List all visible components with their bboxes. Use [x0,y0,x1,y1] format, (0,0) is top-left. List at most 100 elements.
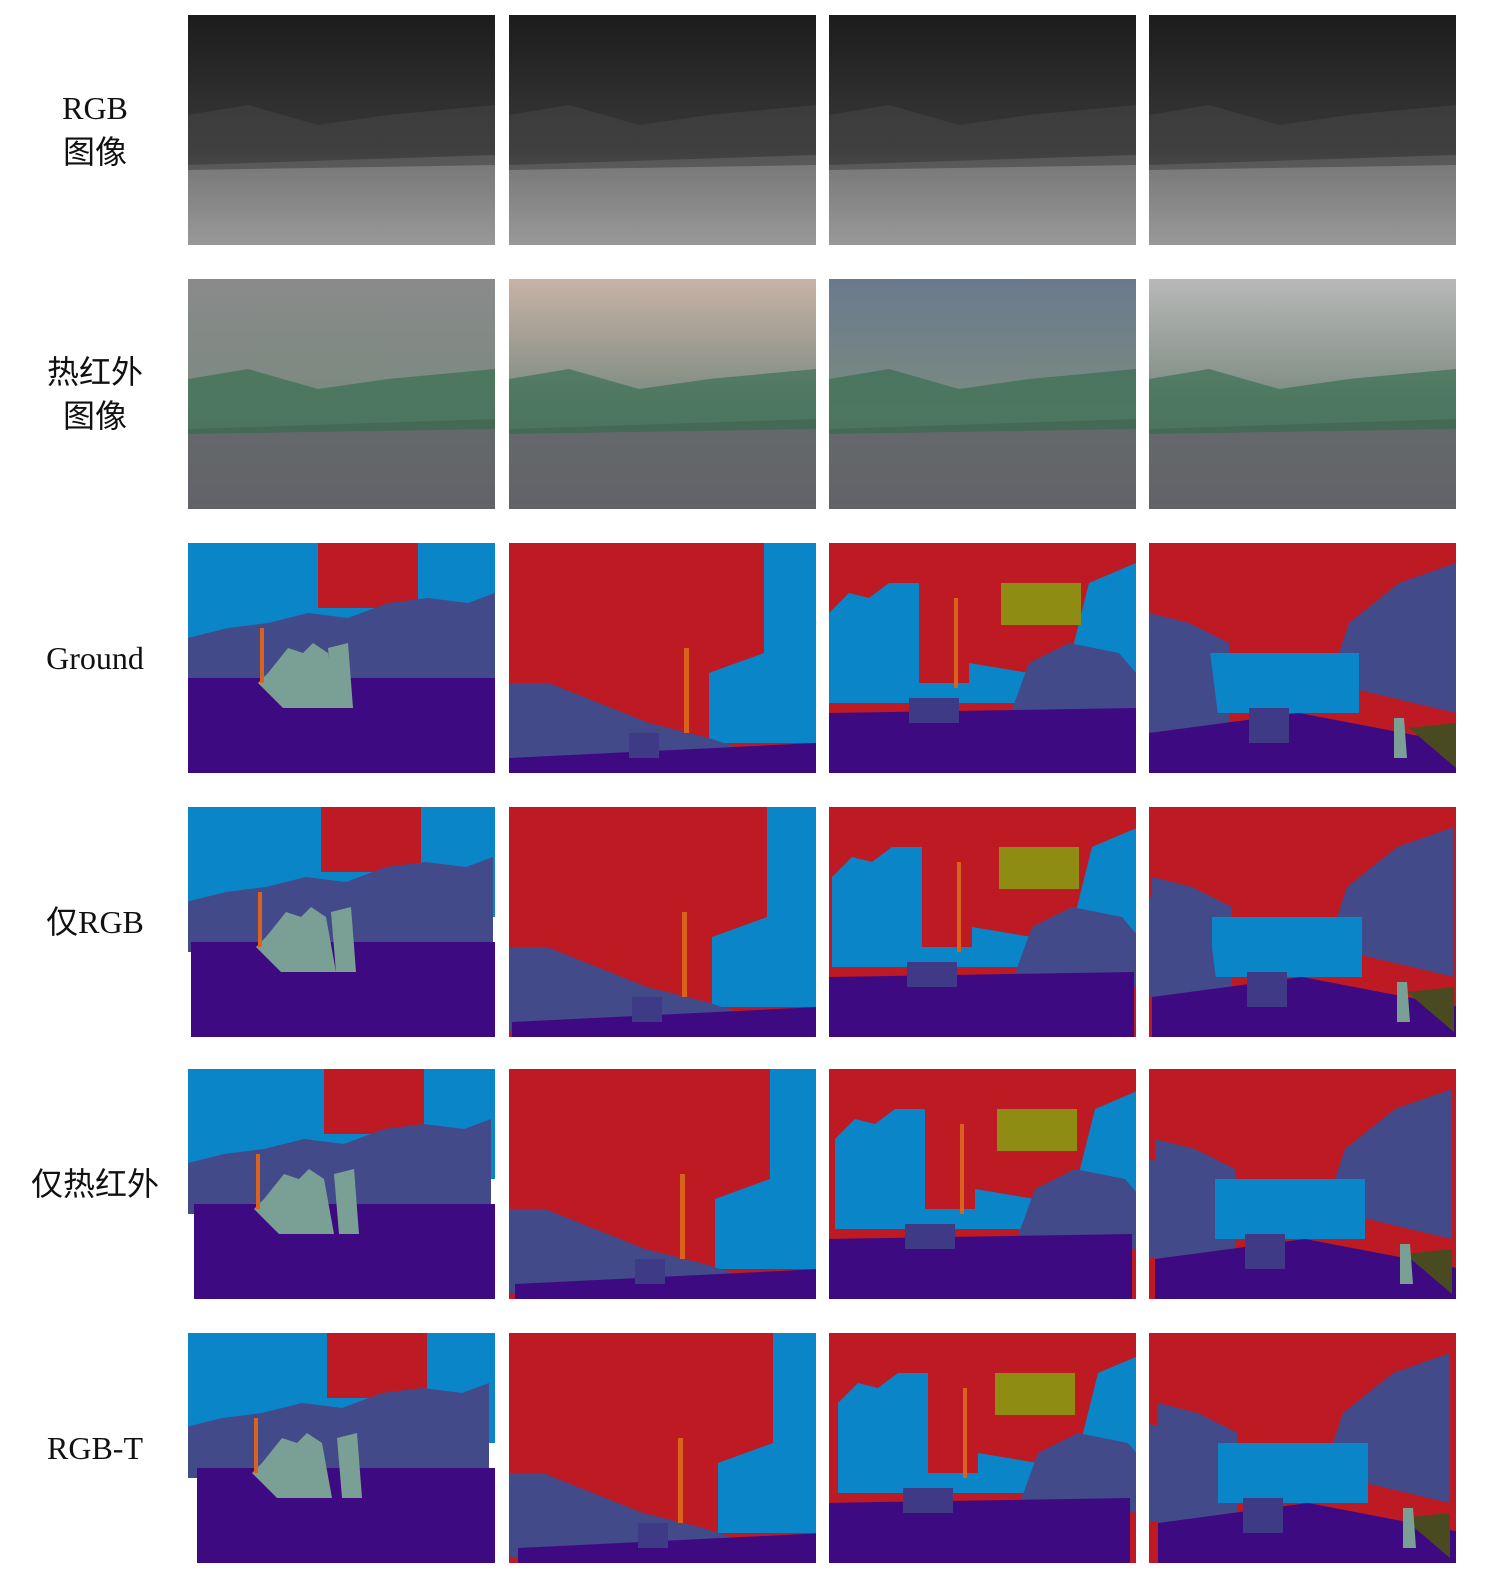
row-label: RGB-T [0,1426,190,1470]
image-shape [321,807,421,872]
image-shape [1245,1234,1285,1269]
image-shape [1215,1179,1365,1239]
image-shape [1018,1433,1136,1513]
image-shape [829,708,1136,773]
image-shape [829,155,1136,245]
image-cell [188,807,495,1037]
image-shape [1155,1239,1456,1299]
image-shape [1149,633,1219,733]
image-shape [515,1269,816,1299]
image-shape [254,1169,334,1234]
image-shape [260,628,264,683]
image-shape [997,1109,1077,1151]
image-shape [1407,987,1454,1032]
row-label: Ground [0,636,190,680]
row-label: 仅RGB [0,900,190,944]
image-shape [331,907,356,972]
image-shape [256,907,336,972]
image-shape [1149,155,1456,245]
image-shape [258,892,262,947]
image-shape [509,947,737,1032]
image-shape [957,862,961,952]
image-cell [829,279,1136,509]
image-shape [905,1224,955,1249]
image-shape [960,1124,964,1214]
row-label: 仅热红外 [0,1162,190,1206]
image-shape [1394,718,1407,758]
image-cell [509,543,816,773]
image-cell [1149,15,1456,245]
image-cell [829,1069,1136,1299]
image-shape [999,847,1079,889]
image-shape [712,807,816,1007]
image-shape [1009,643,1136,723]
image-shape [1243,1498,1283,1533]
image-shape [829,419,1136,509]
image-shape [1400,1244,1413,1284]
image-shape [512,1007,816,1037]
image-cell [1149,279,1456,509]
image-shape [1218,1443,1368,1503]
image-shape [1149,419,1456,509]
image-shape [188,1383,489,1478]
image-cell [829,543,1136,773]
image-shape [1405,1249,1452,1294]
image-shape [829,105,1136,170]
image-cell [188,543,495,773]
image-shape [318,543,418,608]
image-shape [954,598,958,688]
image-shape [963,1388,967,1478]
image-shape [1149,897,1217,997]
image-shape [188,155,495,245]
image-shape [1397,982,1410,1022]
image-shape [1247,972,1287,1007]
image-shape [328,643,353,708]
image-shape [1149,105,1456,170]
image-shape [909,698,959,723]
image-cell [1149,1333,1456,1563]
image-shape [638,1523,668,1548]
image-cell [1149,807,1456,1037]
image-shape [629,733,659,758]
image-shape [188,105,495,170]
row-label-line: 图像 [62,134,127,170]
image-shape [188,1119,491,1214]
image-shape [1152,977,1456,1037]
image-shape [324,1069,424,1134]
image-shape [1015,1169,1136,1249]
row-label: RGB 图像 [0,86,190,174]
image-shape [995,1373,1075,1415]
image-shape [509,369,816,434]
image-cell [1149,543,1456,773]
image-shape [254,1418,258,1473]
image-shape [509,419,816,509]
image-shape [191,942,495,1037]
image-shape [252,1433,332,1498]
row-label-line: RGB [62,90,128,126]
image-cell [1149,1069,1456,1299]
image-cell [829,15,1136,245]
row-label-line: 热红外 [46,354,143,390]
image-cell [509,15,816,245]
image-shape [188,857,493,952]
image-shape [258,643,338,708]
image-cell [188,15,495,245]
image-shape [1329,563,1456,713]
image-shape [194,1204,495,1299]
image-shape [678,1438,683,1523]
image-shape [256,1154,260,1209]
image-shape [680,1174,685,1259]
image-shape [509,105,816,170]
image-shape [188,419,495,509]
image-shape [1149,369,1456,434]
image-shape [337,1433,362,1498]
image-cell [829,807,1136,1037]
image-cell [188,1333,495,1563]
image-shape [334,1169,359,1234]
image-shape [509,1209,735,1294]
image-cell [509,1333,816,1563]
image-shape [1409,723,1456,768]
image-shape [1012,907,1136,987]
image-shape [715,1069,816,1269]
row-label-line: 仅RGB [46,904,144,940]
